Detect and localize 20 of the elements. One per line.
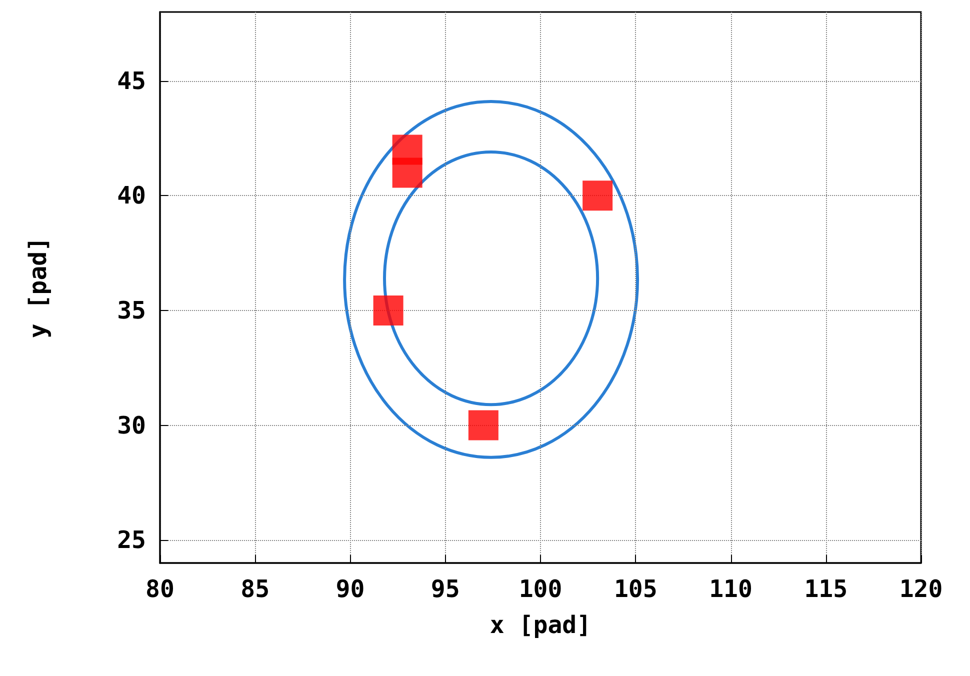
- x-axis-title: x [pad]: [490, 611, 592, 639]
- x-tick-label: 110: [709, 575, 752, 603]
- y-tick-label: 35: [117, 296, 146, 324]
- x-tick-label: 80: [146, 575, 174, 603]
- x-tick-label: 95: [430, 575, 460, 603]
- x-tick-label: 85: [240, 575, 270, 603]
- point: [373, 295, 404, 326]
- y-axis-title: y [pad]: [24, 236, 52, 338]
- point: [582, 180, 613, 211]
- y-tick-label: 45: [117, 66, 146, 95]
- point: [468, 410, 498, 440]
- y-tick-label: 40: [117, 182, 146, 210]
- point: [392, 158, 422, 188]
- x-tick-label: 120: [899, 575, 943, 603]
- y-tick-label: 25: [117, 526, 146, 554]
- x-tick-label: 105: [614, 575, 658, 603]
- x-tick-label: 90: [336, 575, 365, 603]
- x-tick-label: 115: [804, 575, 848, 603]
- x-tick-label: 100: [518, 575, 562, 603]
- y-tick-label: 30: [117, 411, 146, 440]
